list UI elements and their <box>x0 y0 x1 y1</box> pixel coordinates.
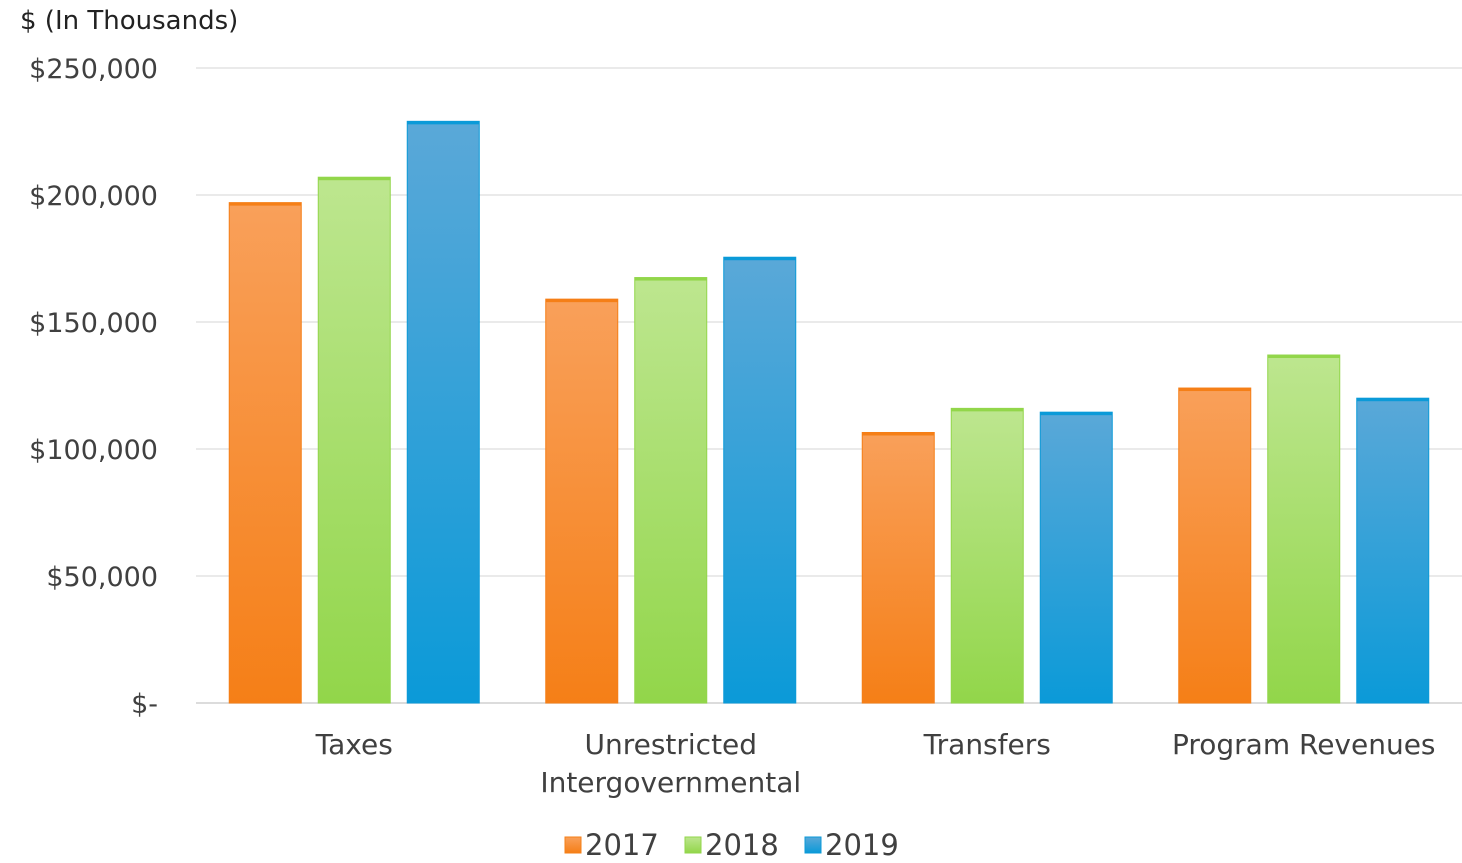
y-tick-label: $100,000 <box>29 435 158 466</box>
bar-2017-2 <box>861 431 935 704</box>
legend-swatch-2019 <box>804 836 822 854</box>
bar-top-edge <box>229 202 302 206</box>
legend: 2017 2018 2019 <box>564 828 899 862</box>
bar-top-edge <box>1267 355 1340 359</box>
x-tick-label: Taxes <box>315 728 393 761</box>
bar-2019-3 <box>1356 397 1430 704</box>
y-tick-label: $200,000 <box>29 181 158 212</box>
bar-2019-2 <box>1039 411 1113 704</box>
bar-2019-0 <box>406 120 480 704</box>
bar-2018-3 <box>1267 354 1341 704</box>
x-tick-label: Program Revenues <box>1172 728 1436 761</box>
bar-2018-0 <box>317 176 391 704</box>
y-tick-label: $150,000 <box>29 308 158 339</box>
bar-top-edge <box>407 121 480 125</box>
bar-2017-1 <box>545 298 619 704</box>
y-axis-unit-label: $ (In Thousands) <box>20 6 239 36</box>
bar-top-edge <box>1356 398 1429 402</box>
y-tick-label: $- <box>131 689 158 720</box>
y-axis-ticks: $- $50,000 $100,000 $150,000 $200,000 $250,00… <box>29 54 158 720</box>
bar-top-edge <box>545 299 618 303</box>
bar-2019-1 <box>723 256 797 704</box>
y-tick-label: $50,000 <box>46 562 158 593</box>
bar-top-edge <box>634 277 707 281</box>
bar-top-edge <box>1178 388 1251 392</box>
bar-top-edge <box>1040 412 1113 416</box>
legend-swatch-2017 <box>564 836 582 854</box>
bar-2017-0 <box>228 202 302 704</box>
bars <box>228 120 1430 704</box>
y-tick-label: $250,000 <box>29 54 158 85</box>
legend-label-2018: 2018 <box>705 828 779 859</box>
legend-label-2017: 2017 <box>585 828 659 859</box>
x-tick-label: Transfers <box>923 728 1051 761</box>
bar-2018-2 <box>950 407 1024 704</box>
bar-top-edge <box>951 408 1024 412</box>
x-axis-ticks: Taxes Unrestricted Intergovernmental Transf… <box>315 728 1436 799</box>
bar-2017-3 <box>1178 387 1252 704</box>
bar-top-edge <box>862 432 935 436</box>
x-tick-label: Unrestricted Intergovernmental <box>540 728 801 799</box>
bar-top-edge <box>318 177 391 181</box>
legend-label-2019: 2019 <box>825 828 899 859</box>
legend-swatch-2018 <box>684 836 702 854</box>
bar-top-edge <box>723 257 796 261</box>
bar-2018-1 <box>634 277 708 704</box>
